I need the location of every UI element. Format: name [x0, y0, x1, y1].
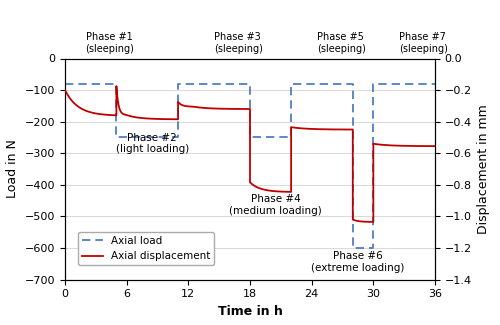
Y-axis label: Load in N: Load in N: [6, 139, 19, 199]
Text: Phase #6
(extreme loading): Phase #6 (extreme loading): [311, 251, 404, 273]
Text: Phase #3
(sleeping): Phase #3 (sleeping): [214, 32, 263, 54]
Text: Phase #4
(medium loading): Phase #4 (medium loading): [230, 194, 322, 216]
Text: Phase #2
(light loading): Phase #2 (light loading): [116, 133, 189, 154]
X-axis label: Time in h: Time in h: [218, 305, 282, 318]
Y-axis label: Displacement in mm: Displacement in mm: [478, 104, 490, 234]
Text: Phase #1
(sleeping): Phase #1 (sleeping): [86, 32, 134, 54]
Text: Phase #7
(sleeping): Phase #7 (sleeping): [399, 32, 448, 54]
Legend: Axial load, Axial displacement: Axial load, Axial displacement: [78, 232, 214, 266]
Text: Phase #5
(sleeping): Phase #5 (sleeping): [317, 32, 366, 54]
